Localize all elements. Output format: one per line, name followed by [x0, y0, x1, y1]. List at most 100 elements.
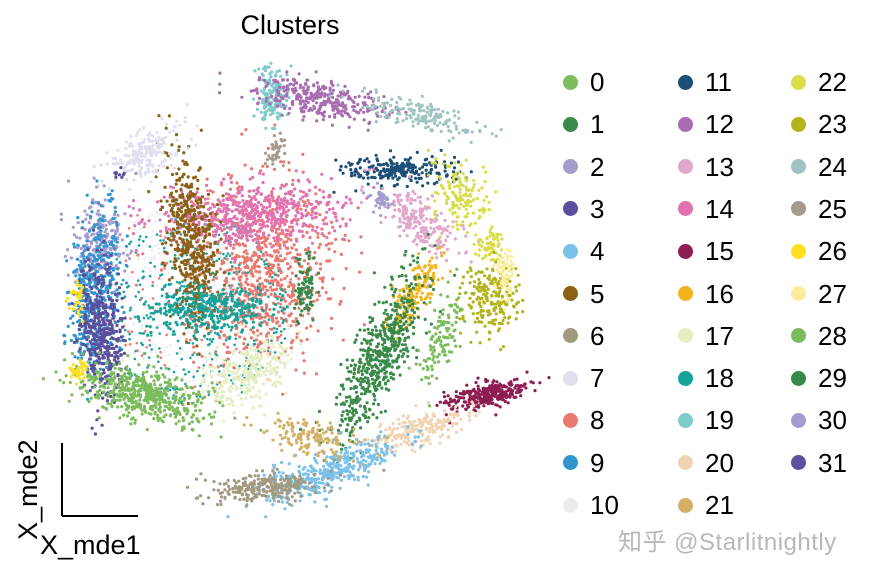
data-point	[227, 172, 231, 177]
data-point	[175, 323, 179, 327]
data-point	[110, 343, 114, 347]
data-point	[290, 246, 294, 250]
data-point	[185, 242, 189, 246]
data-point	[67, 399, 71, 403]
data-point	[254, 364, 258, 368]
data-point	[98, 238, 102, 242]
data-point	[209, 254, 213, 259]
data-point	[274, 287, 279, 292]
data-point	[290, 202, 294, 206]
data-point	[188, 267, 192, 271]
data-point	[207, 232, 212, 236]
data-point	[295, 299, 299, 303]
data-point	[200, 391, 204, 395]
data-point	[89, 205, 93, 209]
data-point	[285, 319, 289, 323]
data-point	[218, 200, 222, 204]
data-point	[228, 284, 231, 287]
data-point	[153, 274, 157, 278]
data-point	[248, 177, 252, 181]
data-point	[73, 270, 77, 274]
data-point	[230, 349, 234, 353]
data-point	[228, 197, 232, 202]
data-point	[107, 297, 111, 301]
data-point	[59, 218, 64, 222]
data-point	[277, 227, 281, 231]
data-point	[83, 227, 87, 231]
data-point	[314, 229, 318, 233]
data-point	[215, 259, 219, 263]
data-point	[112, 305, 116, 309]
data-point	[94, 342, 98, 347]
data-point	[107, 187, 111, 191]
data-point	[237, 255, 241, 259]
data-point	[173, 253, 177, 257]
data-point	[133, 159, 137, 163]
data-point	[322, 222, 326, 226]
data-point	[297, 330, 301, 334]
data-point	[154, 220, 157, 223]
data-point	[259, 367, 263, 371]
data-point	[250, 204, 254, 208]
data-point	[134, 399, 138, 403]
data-point	[80, 226, 84, 230]
data-point	[301, 195, 305, 199]
data-point	[170, 143, 174, 147]
data-point	[157, 302, 161, 306]
data-point	[272, 331, 276, 335]
data-point	[270, 339, 273, 343]
data-point	[115, 245, 119, 249]
data-point	[119, 339, 122, 343]
data-point	[258, 293, 262, 297]
data-point	[125, 178, 129, 182]
data-point	[272, 167, 277, 171]
data-point	[101, 219, 105, 223]
data-point	[164, 236, 167, 239]
data-point	[201, 258, 205, 262]
data-point	[167, 304, 171, 308]
data-point	[321, 280, 325, 284]
data-point	[249, 297, 254, 301]
data-point	[225, 231, 229, 234]
data-point	[277, 302, 280, 305]
data-point	[227, 325, 231, 329]
data-point	[114, 252, 118, 256]
data-point	[250, 354, 254, 358]
data-point	[275, 254, 279, 258]
data-point	[190, 204, 194, 208]
data-point	[244, 349, 249, 353]
data-point	[203, 222, 207, 227]
data-point	[310, 286, 314, 290]
data-point	[278, 343, 282, 347]
data-point	[161, 278, 164, 281]
data-point	[158, 332, 161, 335]
data-point	[241, 369, 245, 374]
data-point	[159, 199, 163, 203]
data-point	[120, 283, 123, 286]
data-point	[241, 271, 245, 275]
data-point	[276, 297, 279, 301]
data-point	[282, 307, 287, 311]
data-point	[204, 269, 208, 273]
data-point	[212, 263, 216, 268]
data-point	[151, 297, 155, 300]
data-point	[225, 376, 229, 379]
data-point	[203, 356, 207, 360]
data-point	[179, 201, 183, 205]
data-point	[271, 196, 275, 200]
data-point	[273, 216, 277, 220]
data-point	[200, 291, 204, 296]
data-point	[124, 140, 128, 144]
data-point	[189, 242, 193, 246]
data-point	[184, 245, 188, 249]
data-point	[156, 354, 160, 358]
data-point	[335, 219, 339, 223]
data-point	[224, 192, 228, 196]
data-point	[240, 381, 244, 385]
data-point	[131, 206, 136, 210]
data-point	[232, 308, 236, 312]
data-point	[207, 331, 211, 335]
data-point	[334, 215, 338, 219]
data-point	[251, 220, 255, 224]
data-point	[103, 263, 107, 268]
